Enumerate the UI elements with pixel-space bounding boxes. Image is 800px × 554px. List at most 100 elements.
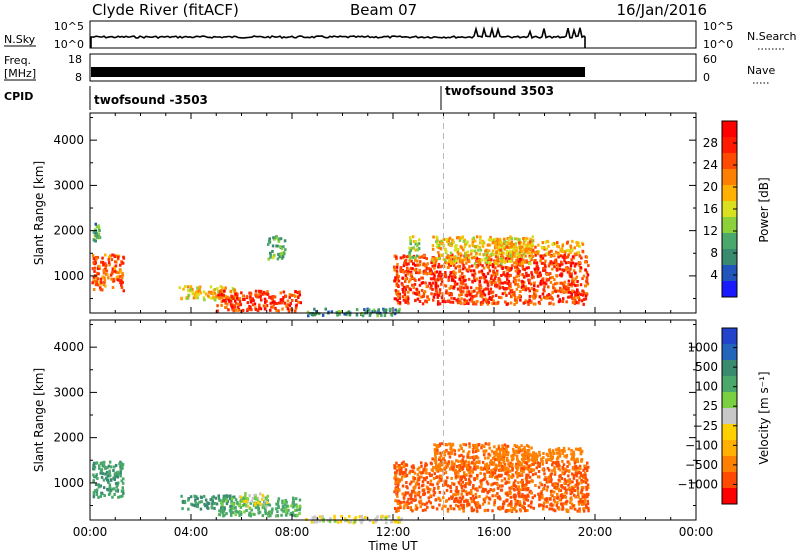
data-cell <box>527 465 531 469</box>
data-cell <box>222 293 225 297</box>
data-cell <box>225 502 229 506</box>
data-cell <box>468 244 471 248</box>
data-cell <box>438 302 442 306</box>
data-cell <box>507 473 510 477</box>
data-cell <box>393 268 396 272</box>
data-cell <box>563 481 566 485</box>
data-cell <box>199 495 203 499</box>
data-cell <box>515 258 518 262</box>
data-cell <box>532 451 535 455</box>
data-cell <box>502 460 506 464</box>
data-cell <box>516 459 520 463</box>
data-cell <box>395 271 399 275</box>
data-cell <box>528 490 531 494</box>
data-cell <box>454 271 457 275</box>
data-cell <box>485 300 488 304</box>
data-cell <box>487 292 491 296</box>
data-cell <box>577 495 580 499</box>
data-cell <box>271 244 275 248</box>
data-cell <box>568 283 572 287</box>
data-cell <box>493 237 497 241</box>
data-cell <box>573 489 577 493</box>
data-cell <box>574 495 577 499</box>
data-cell <box>558 489 561 493</box>
data-cell <box>468 442 471 446</box>
data-cell <box>409 249 412 253</box>
data-cell <box>497 468 501 472</box>
data-cell <box>536 272 540 276</box>
data-cell <box>233 294 237 298</box>
data-cell <box>501 446 504 450</box>
data-cell <box>452 274 456 278</box>
data-cell <box>505 492 508 496</box>
data-cell <box>532 288 536 291</box>
data-cell <box>464 490 468 494</box>
data-cell <box>313 313 316 317</box>
data-cell <box>92 467 95 471</box>
x-tick-label: 00:00 <box>679 525 714 539</box>
data-cell <box>567 290 570 294</box>
data-cell <box>560 274 563 278</box>
data-cell <box>103 494 106 497</box>
data-cell <box>461 480 464 484</box>
data-cell <box>547 285 550 289</box>
data-cell <box>503 247 507 251</box>
data-cell <box>558 454 562 457</box>
data-cell <box>104 253 107 257</box>
data-cell <box>402 254 406 258</box>
data-cell <box>549 456 553 459</box>
data-cell <box>509 250 513 254</box>
data-cell <box>467 503 471 507</box>
data-cell <box>468 482 471 486</box>
data-cell <box>525 244 529 248</box>
data-cell <box>230 507 233 511</box>
data-cell <box>438 503 441 507</box>
data-cell <box>449 504 452 508</box>
data-cell <box>109 488 113 492</box>
data-cell <box>119 279 123 283</box>
data-cell <box>394 480 398 484</box>
data-cell <box>217 290 220 293</box>
data-cell <box>559 281 562 285</box>
data-cell <box>281 501 284 505</box>
data-cell <box>552 483 555 487</box>
data-cell <box>99 286 102 290</box>
data-cell <box>368 519 372 523</box>
data-cell <box>267 242 270 246</box>
data-cell <box>568 270 571 274</box>
data-cell <box>575 447 578 451</box>
data-cell <box>423 492 426 496</box>
data-cell <box>551 275 554 279</box>
data-cell <box>496 256 499 260</box>
data-cell <box>453 297 456 301</box>
data-cell <box>119 275 122 279</box>
data-cell <box>520 245 524 249</box>
data-cell <box>429 482 432 486</box>
data-cell <box>502 272 505 276</box>
data-cell <box>468 478 471 482</box>
data-cell <box>462 455 465 459</box>
data-cell <box>472 484 475 487</box>
data-cell <box>561 485 564 489</box>
data-cell <box>481 239 484 243</box>
data-cell <box>253 302 257 306</box>
data-cell <box>280 508 283 512</box>
data-cell <box>488 442 491 446</box>
velocity-colorbar-label: Velocity [m s⁻¹] <box>757 371 771 464</box>
data-cell <box>255 505 258 509</box>
data-cell <box>548 294 551 298</box>
data-cell <box>404 493 407 497</box>
data-cell <box>460 259 464 263</box>
data-cell <box>496 262 499 265</box>
data-cell <box>98 281 101 284</box>
data-cell <box>473 478 476 482</box>
data-cell <box>437 262 441 266</box>
data-cell <box>565 500 568 504</box>
data-cell <box>445 261 448 265</box>
data-cell <box>297 296 300 299</box>
data-cell <box>506 453 510 457</box>
data-cell <box>516 487 519 491</box>
data-cell <box>194 498 197 502</box>
data-cell <box>572 474 576 477</box>
data-cell <box>422 468 425 472</box>
